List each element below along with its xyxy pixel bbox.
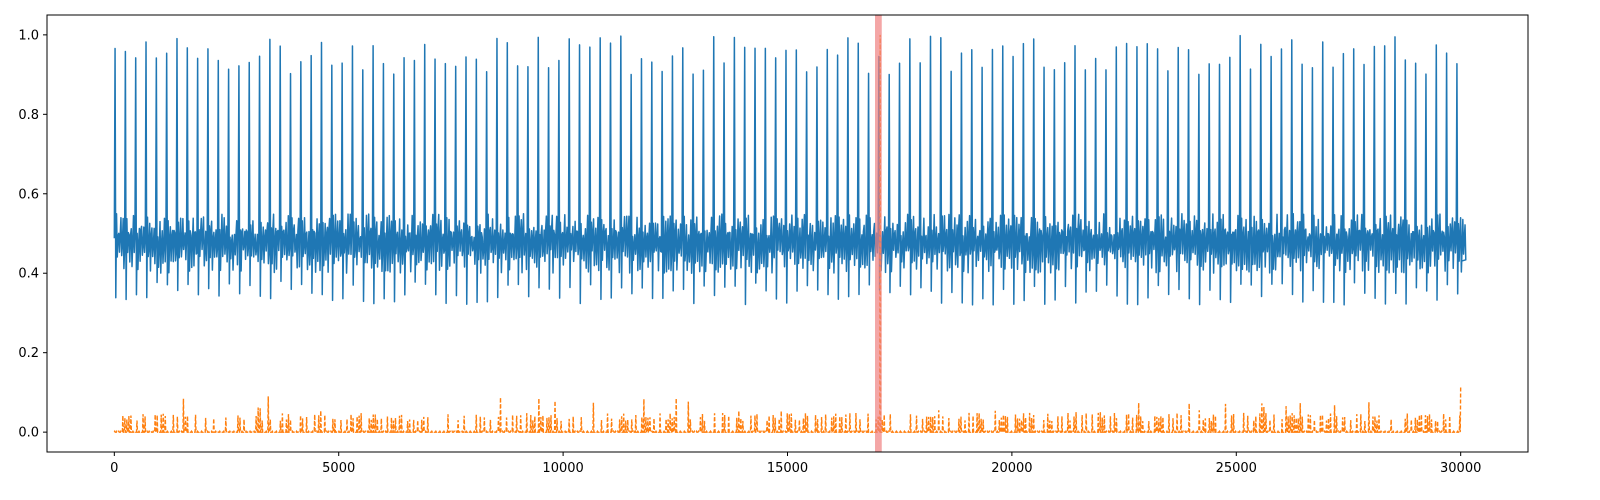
y-tick-label: 0.4 — [18, 267, 39, 282]
x-tick-label: 25000 — [1216, 461, 1257, 476]
y-tick-label: 0.6 — [18, 187, 39, 202]
y-tick-label: 0.0 — [18, 426, 39, 441]
highlight-region — [875, 15, 882, 452]
x-tick-label: 20000 — [991, 461, 1032, 476]
x-tick-label: 15000 — [767, 461, 808, 476]
series-1-line — [113, 34, 1467, 306]
x-tick-label: 30000 — [1440, 461, 1481, 476]
series-2-line — [113, 34, 1462, 433]
y-tick-label: 0.8 — [18, 108, 39, 123]
x-tick-label: 0 — [110, 461, 118, 476]
x-tick-label: 5000 — [322, 461, 355, 476]
x-tick-label: 10000 — [542, 461, 583, 476]
y-tick-label: 0.2 — [18, 346, 39, 361]
y-tick-label: 1.0 — [18, 28, 39, 43]
